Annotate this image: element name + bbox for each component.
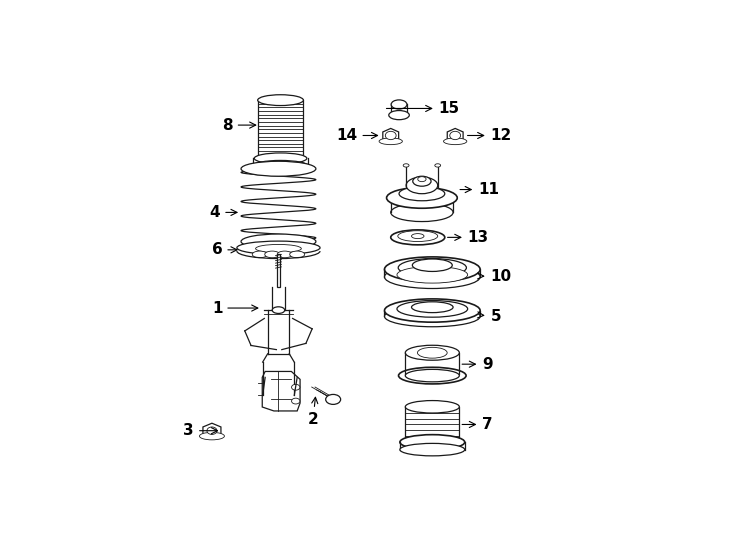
Ellipse shape: [385, 265, 480, 288]
Ellipse shape: [252, 251, 267, 258]
Ellipse shape: [389, 111, 410, 120]
Ellipse shape: [385, 131, 396, 140]
Ellipse shape: [253, 160, 308, 171]
Ellipse shape: [272, 307, 285, 313]
Ellipse shape: [406, 177, 437, 194]
Text: 4: 4: [210, 205, 237, 220]
Ellipse shape: [400, 443, 465, 456]
Ellipse shape: [379, 138, 402, 145]
Ellipse shape: [397, 301, 468, 317]
Text: 12: 12: [468, 128, 512, 143]
Ellipse shape: [241, 161, 316, 176]
Ellipse shape: [412, 234, 424, 239]
Text: 13: 13: [448, 230, 489, 245]
Text: 5: 5: [477, 309, 501, 324]
Ellipse shape: [254, 153, 307, 164]
Ellipse shape: [390, 230, 445, 245]
Text: 2: 2: [308, 397, 319, 427]
Polygon shape: [262, 372, 300, 411]
Ellipse shape: [443, 138, 467, 145]
Ellipse shape: [265, 251, 280, 258]
Text: 7: 7: [462, 417, 493, 432]
Bar: [277, 254, 280, 287]
Text: 6: 6: [211, 242, 237, 258]
Ellipse shape: [400, 435, 465, 450]
Polygon shape: [203, 423, 221, 438]
Ellipse shape: [399, 367, 466, 384]
Ellipse shape: [399, 259, 466, 277]
Ellipse shape: [390, 203, 453, 221]
Ellipse shape: [387, 187, 457, 208]
Ellipse shape: [391, 100, 407, 109]
Ellipse shape: [413, 176, 431, 186]
Ellipse shape: [412, 302, 453, 313]
Ellipse shape: [207, 427, 217, 435]
Text: 14: 14: [336, 128, 377, 143]
Text: 8: 8: [222, 118, 255, 133]
Ellipse shape: [418, 177, 426, 181]
Ellipse shape: [290, 251, 305, 258]
Ellipse shape: [398, 231, 437, 241]
Ellipse shape: [418, 347, 447, 358]
Ellipse shape: [385, 257, 480, 282]
Polygon shape: [447, 129, 463, 143]
Ellipse shape: [255, 245, 302, 253]
Ellipse shape: [385, 306, 480, 327]
Ellipse shape: [385, 299, 480, 322]
Ellipse shape: [405, 369, 459, 382]
Ellipse shape: [403, 164, 409, 167]
Ellipse shape: [241, 234, 316, 249]
Text: 15: 15: [386, 101, 459, 116]
Ellipse shape: [413, 259, 452, 272]
Ellipse shape: [405, 345, 459, 360]
Ellipse shape: [258, 94, 303, 105]
Ellipse shape: [435, 164, 440, 167]
Ellipse shape: [397, 266, 468, 283]
Ellipse shape: [291, 384, 300, 390]
Ellipse shape: [277, 251, 292, 258]
Text: 10: 10: [478, 269, 512, 285]
Polygon shape: [383, 129, 399, 143]
Ellipse shape: [291, 398, 300, 404]
Text: 3: 3: [184, 423, 217, 438]
Ellipse shape: [326, 394, 341, 404]
Ellipse shape: [405, 401, 459, 413]
Ellipse shape: [450, 131, 460, 140]
Text: 1: 1: [212, 301, 258, 315]
Text: 11: 11: [460, 182, 499, 197]
Ellipse shape: [237, 241, 320, 254]
Ellipse shape: [399, 187, 445, 201]
Ellipse shape: [200, 433, 225, 440]
Text: 9: 9: [462, 357, 493, 372]
